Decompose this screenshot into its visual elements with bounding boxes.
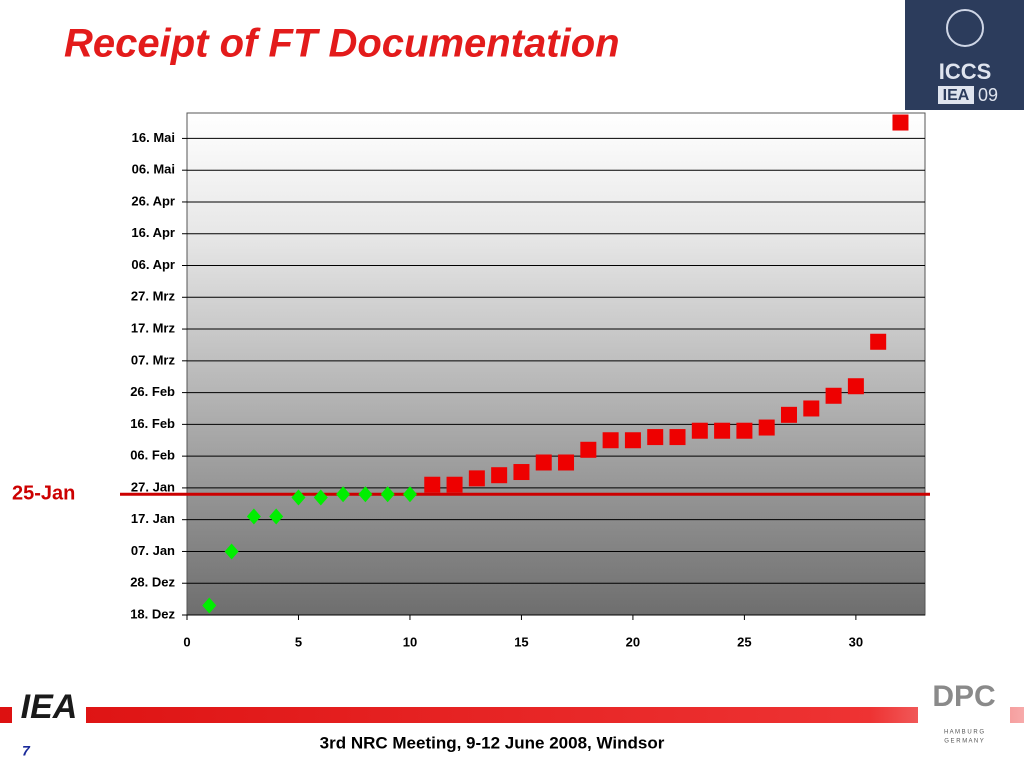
point <box>336 486 351 503</box>
logo-box <box>938 86 974 104</box>
x-tick-label: 10 <box>403 634 417 649</box>
y-tick-label: 18. Dez <box>130 606 175 621</box>
footer-band <box>0 707 1024 723</box>
point <box>402 486 417 503</box>
logo-text: ICCS <box>939 59 992 84</box>
point <box>825 387 842 404</box>
point <box>491 467 508 484</box>
x-tick-label: 15 <box>514 634 528 649</box>
point <box>313 489 328 506</box>
y-tick-label: 16. Apr <box>131 225 175 240</box>
logo-text: IEA <box>943 87 970 104</box>
y-tick-label: 06. Mai <box>132 162 175 177</box>
y-tick-label: 26. Apr <box>131 193 175 208</box>
logo-text: 09 <box>978 85 998 105</box>
point <box>669 429 686 446</box>
point <box>513 464 530 481</box>
iea-logo <box>12 688 86 728</box>
reference-label: 25-Jan <box>12 483 75 505</box>
logo-text: G E R M A N Y <box>944 739 984 745</box>
point <box>380 486 395 503</box>
point <box>358 486 373 503</box>
point <box>468 470 485 487</box>
point <box>602 432 619 449</box>
y-tick-label: 06. Apr <box>131 257 175 272</box>
x-tick-label: 5 <box>295 634 302 649</box>
point <box>758 419 775 436</box>
point <box>803 400 820 417</box>
point <box>424 476 441 493</box>
logo-text: H A M B U R G <box>944 730 984 736</box>
point <box>269 508 284 525</box>
x-tick-label: 0 <box>183 634 190 649</box>
y-tick-label: 07. Jan <box>131 543 175 558</box>
point <box>202 597 217 614</box>
y-tick-label: 07. Mrz <box>131 352 176 367</box>
y-tick-label: 17. Mrz <box>131 320 176 335</box>
point <box>558 454 575 471</box>
point <box>647 429 664 446</box>
logo-text: IEA <box>21 688 78 726</box>
plot: 18. Dez 28. Dez 07. Jan 17. Jan 27. Jan 06. F… <box>12 112 930 649</box>
logo-text: DATA PROCESSING CENTER <box>922 714 1006 720</box>
logo-figures <box>946 9 984 47</box>
y-tick-label: 16. Mai <box>132 130 175 145</box>
point <box>847 378 864 395</box>
y-tick-label: 06. Feb <box>130 448 175 463</box>
slide-title: Receipt of FT Documentation <box>64 22 620 66</box>
point <box>780 406 797 423</box>
y-tick-label: 16. Feb <box>130 416 175 431</box>
y-tick-label: 27. Mrz <box>131 289 176 304</box>
point <box>580 441 597 458</box>
point <box>246 508 261 525</box>
point <box>535 454 552 471</box>
point <box>624 432 641 449</box>
point <box>291 489 306 506</box>
point <box>892 114 909 131</box>
point <box>736 422 753 439</box>
point <box>870 333 887 350</box>
dpc-logo <box>918 684 1010 742</box>
y-tick-label: 27. Jan <box>131 479 175 494</box>
point <box>224 543 239 560</box>
y-tick-label: 17. Jan <box>131 511 175 526</box>
x-tick-label: 25 <box>737 634 751 649</box>
footer-text: 3rd NRC Meeting, 9-12 June 2008, Windsor <box>320 733 665 752</box>
y-tick-label: 28. Dez <box>130 575 175 590</box>
plot-area <box>186 112 926 616</box>
logo-text: DPC <box>932 680 995 713</box>
point <box>691 422 708 439</box>
page-number: 7 <box>22 743 31 759</box>
x-tick-label: 20 <box>626 634 640 649</box>
point <box>714 422 731 439</box>
point <box>446 476 463 493</box>
y-tick-label: 26. Feb <box>130 384 175 399</box>
x-tick-label: 30 <box>849 634 863 649</box>
